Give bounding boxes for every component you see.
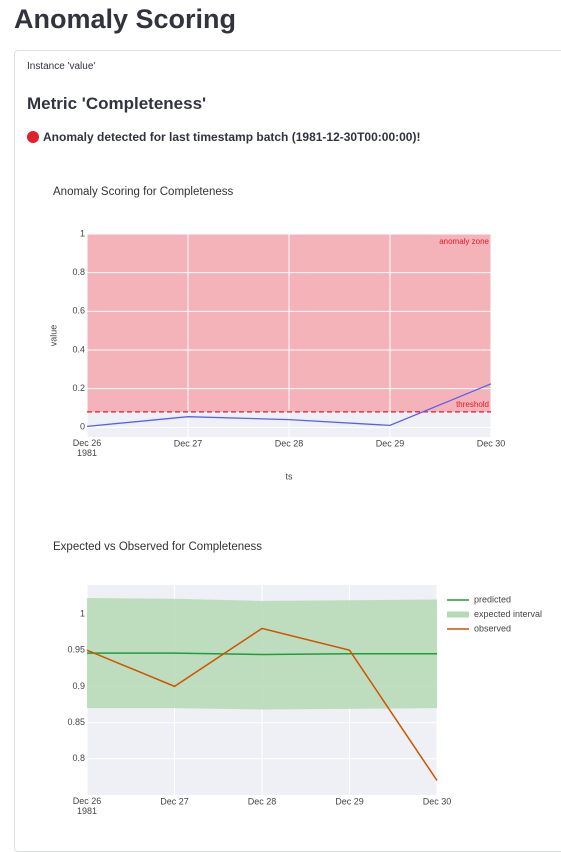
alert-text: Anomaly detected for last timestamp batc… bbox=[43, 130, 421, 144]
page: Anomaly Scoring Instance 'value' Metric … bbox=[14, 4, 561, 852]
x-axis-label: ts bbox=[285, 471, 293, 481]
y-tick-label: 0.95 bbox=[67, 645, 85, 655]
legend-label: observed bbox=[474, 623, 511, 633]
x-tick-label: Dec 27 bbox=[174, 438, 203, 448]
x-tick-label: Dec 30 bbox=[423, 796, 452, 806]
x-tick-label: Dec 29 bbox=[376, 438, 405, 448]
legend-swatch bbox=[447, 611, 469, 618]
x-tick-label: Dec 29 bbox=[335, 796, 364, 806]
y-tick-label: 0.2 bbox=[72, 383, 85, 393]
y-tick-label: 1 bbox=[80, 608, 85, 618]
y-tick-label: 1 bbox=[80, 228, 85, 238]
x-tick-label: Dec 27 bbox=[160, 796, 189, 806]
anomaly-zone-label: anomaly zone bbox=[439, 237, 489, 246]
y-tick-label: 0 bbox=[80, 422, 85, 432]
chart-title: Expected vs Observed for Completeness bbox=[53, 541, 262, 553]
y-axis-label: value bbox=[48, 325, 58, 347]
x-tick-label: Dec 26 1981 bbox=[73, 796, 102, 816]
x-tick-label: Dec 28 bbox=[275, 438, 304, 448]
y-tick-label: 0.9 bbox=[72, 681, 85, 691]
y-tick-label: 0.8 bbox=[72, 753, 85, 763]
instance-label: Instance 'value' bbox=[27, 61, 96, 72]
line bbox=[87, 652, 437, 656]
y-tick-label: 0.8 bbox=[72, 267, 85, 277]
metric-heading: Metric 'Completeness' bbox=[27, 94, 207, 113]
x-tick-label: Dec 30 bbox=[477, 438, 506, 448]
y-tick-label: 0.6 bbox=[72, 306, 85, 316]
line bbox=[86, 627, 438, 781]
threshold-label: threshold bbox=[456, 400, 489, 409]
page-title: Anomaly Scoring bbox=[14, 4, 237, 34]
charts: Anomaly Scoring for Completeness anomaly … bbox=[48, 186, 542, 816]
legend-label: predicted bbox=[474, 594, 511, 604]
x-tick-label: Dec 26 1981 bbox=[73, 438, 102, 458]
chart-title: Anomaly Scoring for Completeness bbox=[53, 186, 233, 198]
alert: Anomaly detected for last timestamp batc… bbox=[27, 130, 420, 144]
y-tick-label: 0.4 bbox=[72, 344, 85, 354]
y-tick-label: 0.85 bbox=[67, 717, 85, 727]
x-tick-label: Dec 28 bbox=[248, 796, 277, 806]
alert-icon bbox=[27, 131, 39, 143]
legend-label: expected interval bbox=[474, 609, 542, 619]
line bbox=[86, 383, 492, 428]
